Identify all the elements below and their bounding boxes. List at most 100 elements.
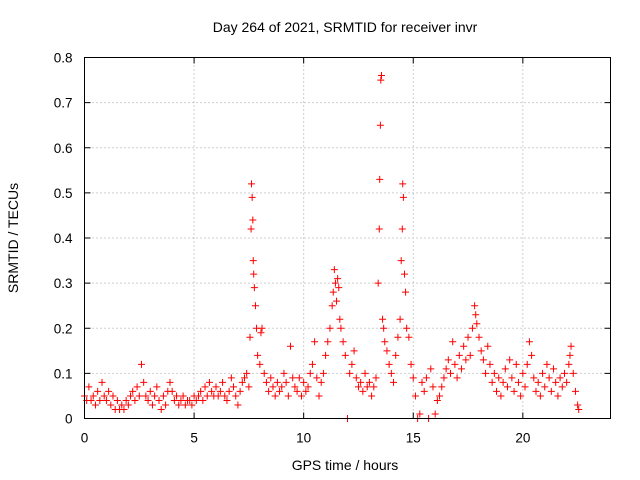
data-point <box>482 369 490 377</box>
data-point <box>466 351 474 359</box>
data-point <box>539 369 547 377</box>
data-point <box>370 383 378 391</box>
data-point <box>486 360 494 368</box>
data-point <box>330 266 338 274</box>
y-axis-label: SRMTID / TECUs <box>5 183 21 293</box>
data-point <box>339 338 347 346</box>
data-point <box>337 324 345 332</box>
data-point <box>102 396 110 404</box>
data-point <box>574 401 582 409</box>
data-point <box>385 360 393 368</box>
data-point <box>331 279 339 287</box>
data-points <box>81 72 583 422</box>
data-point <box>118 401 126 409</box>
data-point <box>558 383 566 391</box>
data-point <box>208 387 216 395</box>
data-point <box>194 392 202 400</box>
data-point <box>155 396 163 404</box>
data-point <box>192 396 200 404</box>
data-point <box>100 392 108 400</box>
data-point <box>109 392 117 400</box>
y-tick-label: 0.7 <box>54 96 73 111</box>
data-point <box>433 396 441 404</box>
data-point <box>142 392 150 400</box>
data-point <box>105 387 113 395</box>
data-point <box>308 360 316 368</box>
data-point <box>157 405 165 413</box>
data-point <box>460 342 468 350</box>
data-point <box>87 396 95 404</box>
data-point <box>392 351 400 359</box>
data-point <box>317 378 325 386</box>
data-point <box>379 315 387 323</box>
data-point <box>387 369 395 377</box>
data-point <box>438 383 446 391</box>
data-point <box>177 396 185 404</box>
data-point <box>484 342 492 350</box>
data-point <box>409 374 417 382</box>
data-point <box>85 383 93 391</box>
data-point <box>377 76 385 84</box>
data-point <box>273 378 281 386</box>
data-point <box>219 378 227 386</box>
data-point <box>265 387 273 395</box>
data-point <box>205 378 213 386</box>
data-point <box>471 302 479 310</box>
data-point <box>276 387 284 395</box>
data-point <box>175 401 183 409</box>
data-point <box>247 225 255 233</box>
data-point <box>567 342 575 350</box>
data-point <box>133 383 141 391</box>
data-point <box>186 396 194 404</box>
data-point <box>311 338 319 346</box>
data-point <box>91 401 99 409</box>
data-point <box>541 383 549 391</box>
data-point <box>267 374 275 382</box>
data-point <box>256 360 264 368</box>
data-point <box>250 270 258 278</box>
data-point <box>280 369 288 377</box>
data-point <box>234 401 242 409</box>
x-axis-label: GPS time / hours <box>292 457 399 473</box>
data-point <box>399 193 407 201</box>
data-point <box>468 324 476 332</box>
data-point <box>359 387 367 395</box>
data-point <box>449 338 457 346</box>
data-point <box>510 387 518 395</box>
data-point <box>329 288 337 296</box>
data-point <box>336 315 344 323</box>
data-point <box>422 374 430 382</box>
data-point <box>225 387 233 395</box>
data-point <box>287 342 295 350</box>
data-point <box>411 392 419 400</box>
data-point <box>514 378 522 386</box>
data-point <box>170 396 178 404</box>
y-tick-label: 0.3 <box>54 276 73 291</box>
data-point <box>397 257 405 265</box>
data-point <box>269 383 277 391</box>
data-point <box>245 383 253 391</box>
data-point <box>380 324 388 332</box>
data-point <box>124 401 132 409</box>
data-point <box>372 374 380 382</box>
data-point <box>300 378 308 386</box>
data-point <box>199 396 207 404</box>
data-point <box>383 347 391 355</box>
data-point <box>523 360 531 368</box>
data-point <box>251 302 259 310</box>
data-point <box>162 401 170 409</box>
data-point <box>512 360 520 368</box>
data-point <box>394 333 402 341</box>
data-point <box>381 338 389 346</box>
plot-frame <box>84 57 611 419</box>
data-point <box>315 392 323 400</box>
data-point <box>98 378 106 386</box>
data-point <box>521 383 529 391</box>
data-point <box>545 374 553 382</box>
data-point <box>464 333 472 341</box>
data-point <box>490 369 498 377</box>
data-point <box>503 383 511 391</box>
data-point <box>201 383 209 391</box>
data-point <box>547 387 555 395</box>
data-point <box>477 347 485 355</box>
